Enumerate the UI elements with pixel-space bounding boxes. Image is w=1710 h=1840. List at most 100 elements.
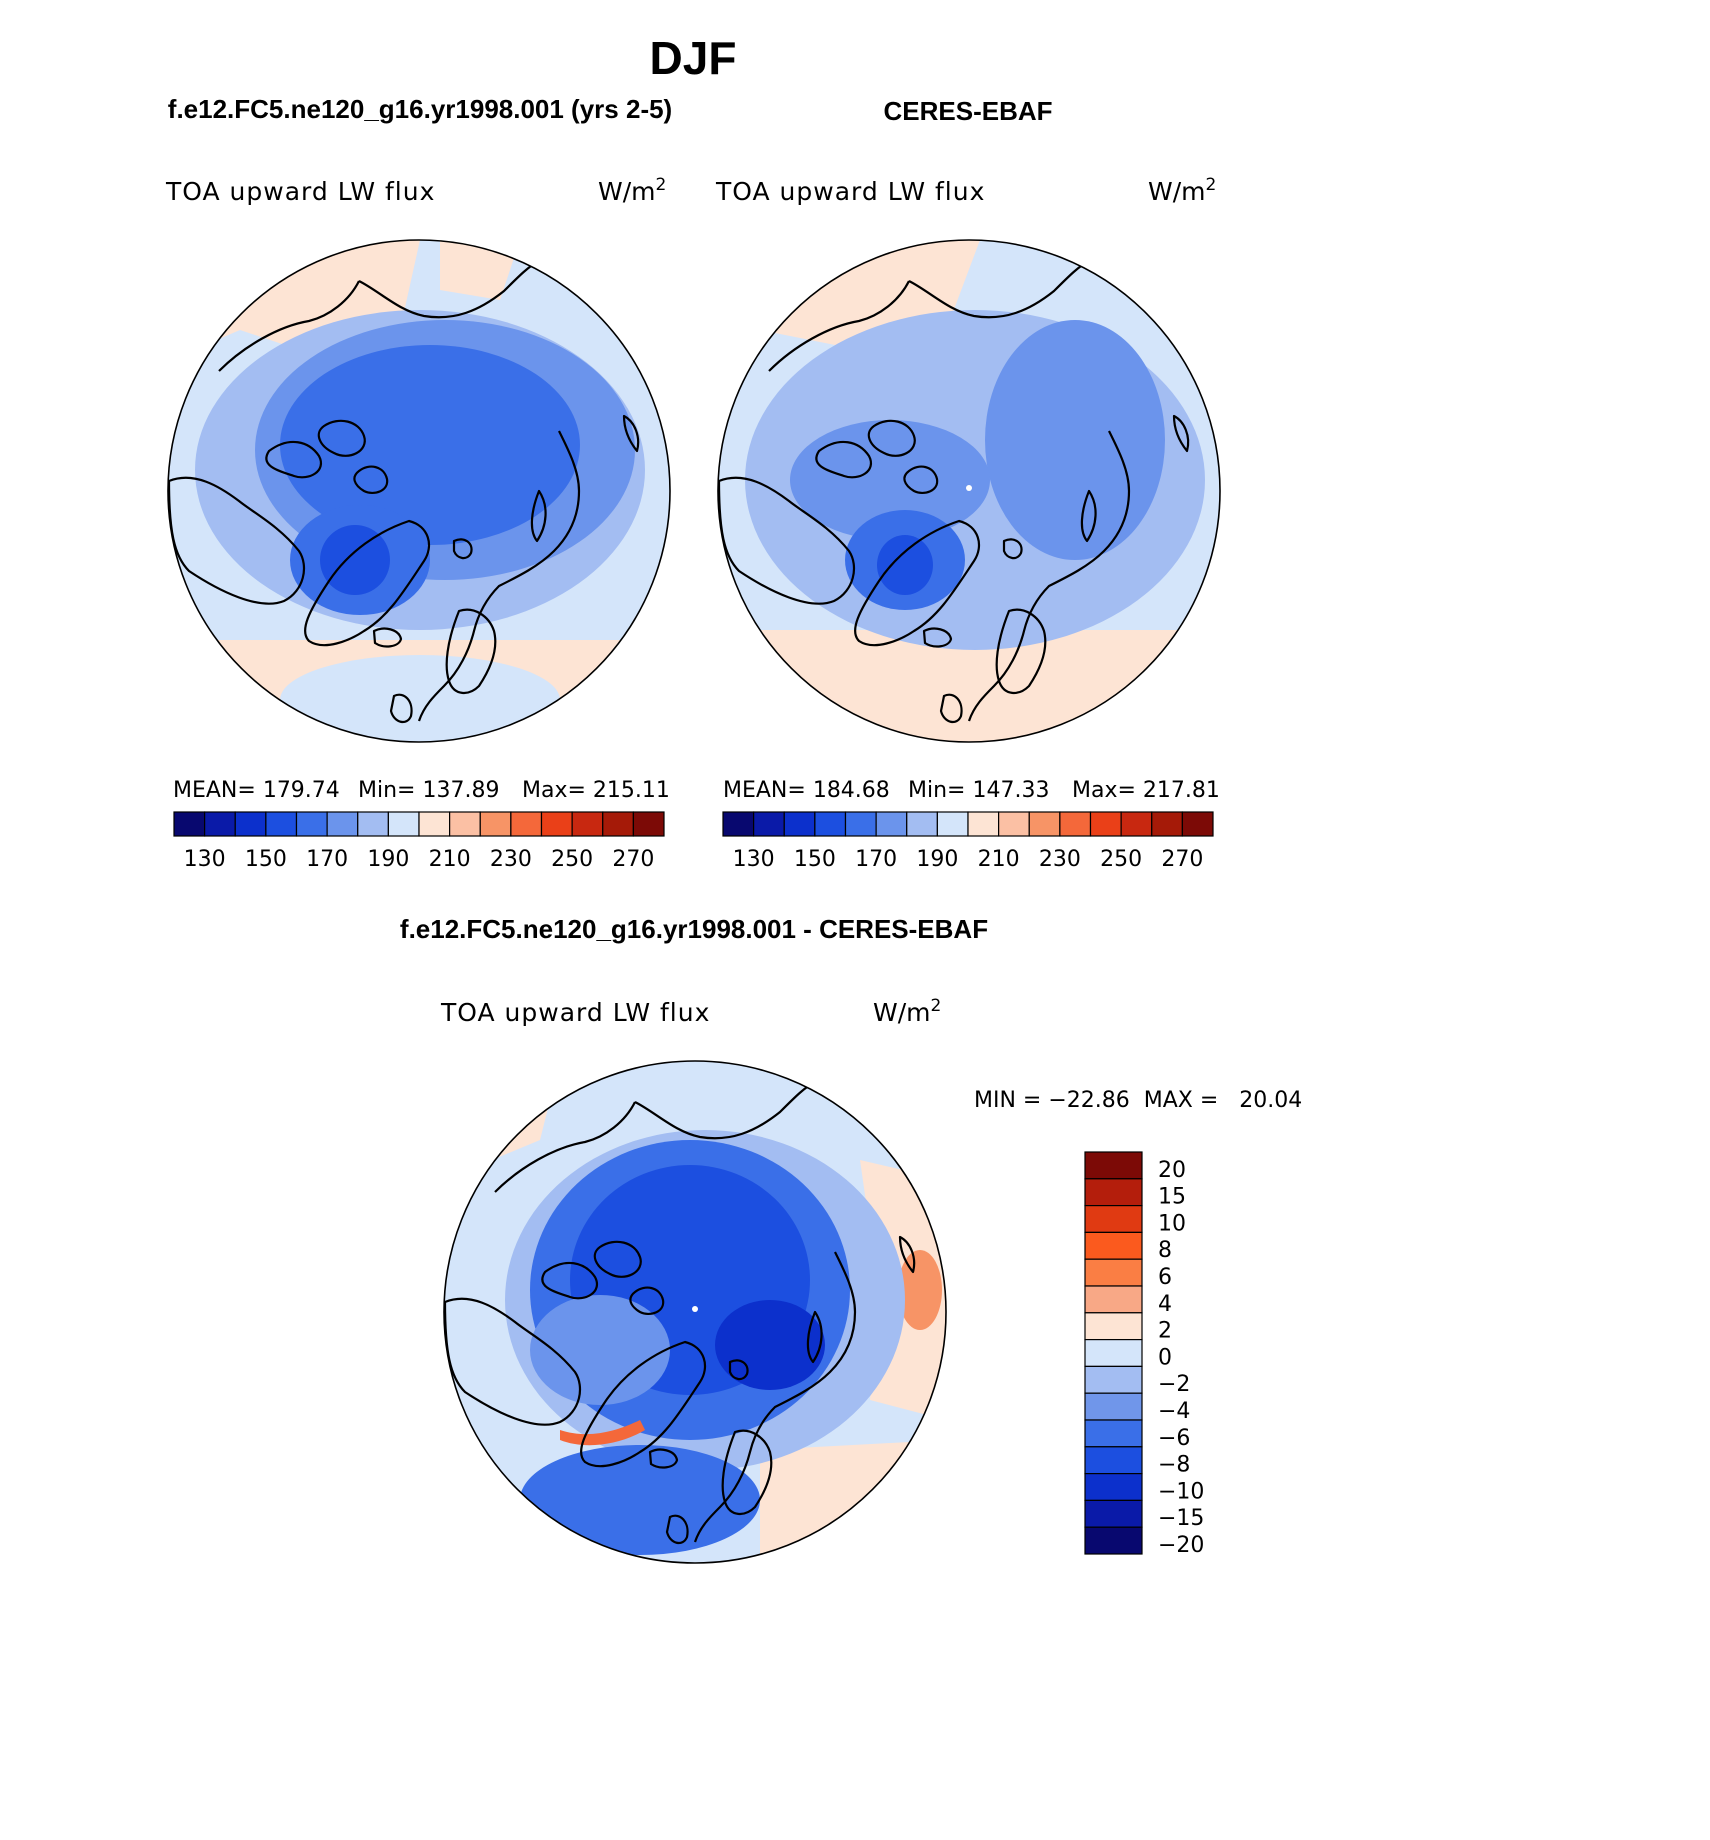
colorbar-swatch [1084,1231,1143,1260]
colorbar-tick-label: 150 [794,847,836,872]
colorbar-obs: 130 150 170 190 210 230 250 270 [722,811,1214,872]
colorbar-swatch [844,811,877,837]
colorbar-swatch [204,811,236,837]
panel-obs-min: Min= 147.33 [908,778,1049,803]
colorbar-swatch [1181,811,1214,837]
colorbar-tick-label: −2 [1158,1372,1190,1397]
colorbar-swatch [1084,1312,1143,1341]
panel-model-mean: MEAN= 179.74 [173,778,340,803]
colorbar-tick-label: 230 [490,847,532,872]
colorbar-swatch [967,811,1000,837]
colorbar-swatch [998,811,1030,837]
colorbar-tick-label: 150 [245,847,287,872]
colorbar-swatch [1084,1204,1143,1233]
colorbar-tick-label: 270 [1161,847,1203,872]
colorbar-swatch [1084,1392,1143,1421]
panel-diff-units: W/m2 [873,996,941,1027]
panel-obs-mean: MEAN= 184.68 [723,778,890,803]
colorbar-tick-label: 8 [1158,1238,1172,1263]
colorbar-swatch [1089,811,1122,837]
panel-obs-title: CERES-EBAF [883,96,1052,126]
colorbar-tick-label: 4 [1158,1292,1172,1317]
panel-model-units: W/m2 [598,175,666,206]
map-model-border [167,239,671,743]
colorbar-swatch [1028,811,1061,837]
colorbar-tick-label: 250 [1100,847,1142,872]
colorbar-tick-label: 15 [1158,1185,1186,1210]
colorbar-tick-label: 230 [1039,847,1081,872]
colorbar-swatch [357,811,389,837]
panel-model-max: Max= 215.11 [522,778,670,803]
colorbar-swatch [1084,1178,1143,1207]
colorbar-swatch [295,811,328,837]
panel-diff-minmax: MIN = −22.86 MAX = 20.04 [974,1088,1302,1113]
map-diff [444,1061,946,1563]
colorbar-swatch [875,811,908,837]
colorbar-swatch [449,811,481,837]
panel-diff-variable-label: TOA upward LW flux [440,998,710,1027]
colorbar-tick-label: −8 [1158,1453,1190,1478]
map-diff-border [443,1060,947,1564]
panel-obs-units: W/m2 [1148,175,1216,206]
colorbar-swatch [418,811,451,837]
colorbar-swatch [1084,1472,1143,1501]
colorbar-swatch [1084,1285,1143,1314]
panel-model-min: Min= 137.89 [358,778,499,803]
panel-diff-title: f.e12.FC5.ne120_g16.yr1998.001 - CERES-E… [400,914,988,944]
colorbar-tick-label: 210 [429,847,471,872]
colorbar-swatch [936,811,969,837]
colorbar-tick-label: 10 [1158,1211,1186,1236]
colorbar-tick-label: 190 [916,847,958,872]
colorbar-tick-label: 130 [184,847,226,872]
colorbar-swatch [632,811,665,837]
panel-model: f.e12.FC5.ne120_g16.yr1998.001 (yrs 2-5)… [165,94,672,872]
colorbar-swatch [387,811,420,837]
panel-obs-max: Max= 217.81 [1072,778,1220,803]
colorbar-swatch [540,811,573,837]
colorbar-swatch [571,811,604,837]
colorbar-tick-label: 190 [367,847,409,872]
colorbar-tick-label: 250 [551,847,593,872]
colorbar-swatch [1084,1338,1143,1367]
colorbar-tick-label: 270 [612,847,654,872]
panel-diff: f.e12.FC5.ne120_g16.yr1998.001 - CERES-E… [400,914,1302,1564]
colorbar-swatch [326,811,359,837]
colorbar-swatch [1059,811,1092,837]
colorbar-tick-label: 210 [978,847,1020,872]
panel-obs-variable-label: TOA upward LW flux [715,177,985,206]
panel-model-title: f.e12.FC5.ne120_g16.yr1998.001 (yrs 2-5) [168,94,672,124]
colorbar-swatch [906,811,938,837]
colorbar-swatch [265,811,298,837]
colorbar-swatch [1084,1365,1143,1394]
colorbar-model: 130 150 170 190 210 230 250 270 [173,811,665,872]
colorbar-tick-label: 170 [306,847,348,872]
colorbar-tick-label: 20 [1158,1158,1186,1183]
colorbar-swatch [602,811,634,837]
colorbar-tick-label: −15 [1158,1506,1204,1531]
figure-title: DJF [650,32,737,84]
colorbar-tick-label: 2 [1158,1319,1172,1344]
colorbar-swatch [234,811,267,837]
colorbar-swatch [510,811,543,837]
colorbar-swatch [479,811,512,837]
colorbar-swatch [1084,1419,1143,1448]
colorbar-tick-label: −4 [1158,1399,1190,1424]
colorbar-tick-label: −6 [1158,1426,1190,1451]
colorbar-swatch [783,811,816,837]
colorbar-tick-label: 170 [855,847,897,872]
colorbar-swatch [1084,1151,1143,1180]
colorbar-tick-label: 6 [1158,1265,1172,1290]
colorbar-swatch [1120,811,1153,837]
panel-model-variable-label: TOA upward LW flux [165,177,435,206]
colorbar-tick-label: 130 [733,847,775,872]
colorbar-swatch [173,811,206,837]
colorbar-tick-label: 0 [1158,1345,1172,1370]
colorbar-swatch [722,811,755,837]
colorbar-swatch [1084,1258,1143,1287]
colorbar-swatch [1084,1446,1143,1475]
colorbar-swatch [814,811,847,837]
colorbar-tick-label: −10 [1158,1479,1204,1504]
colorbar-swatch [1151,811,1183,837]
